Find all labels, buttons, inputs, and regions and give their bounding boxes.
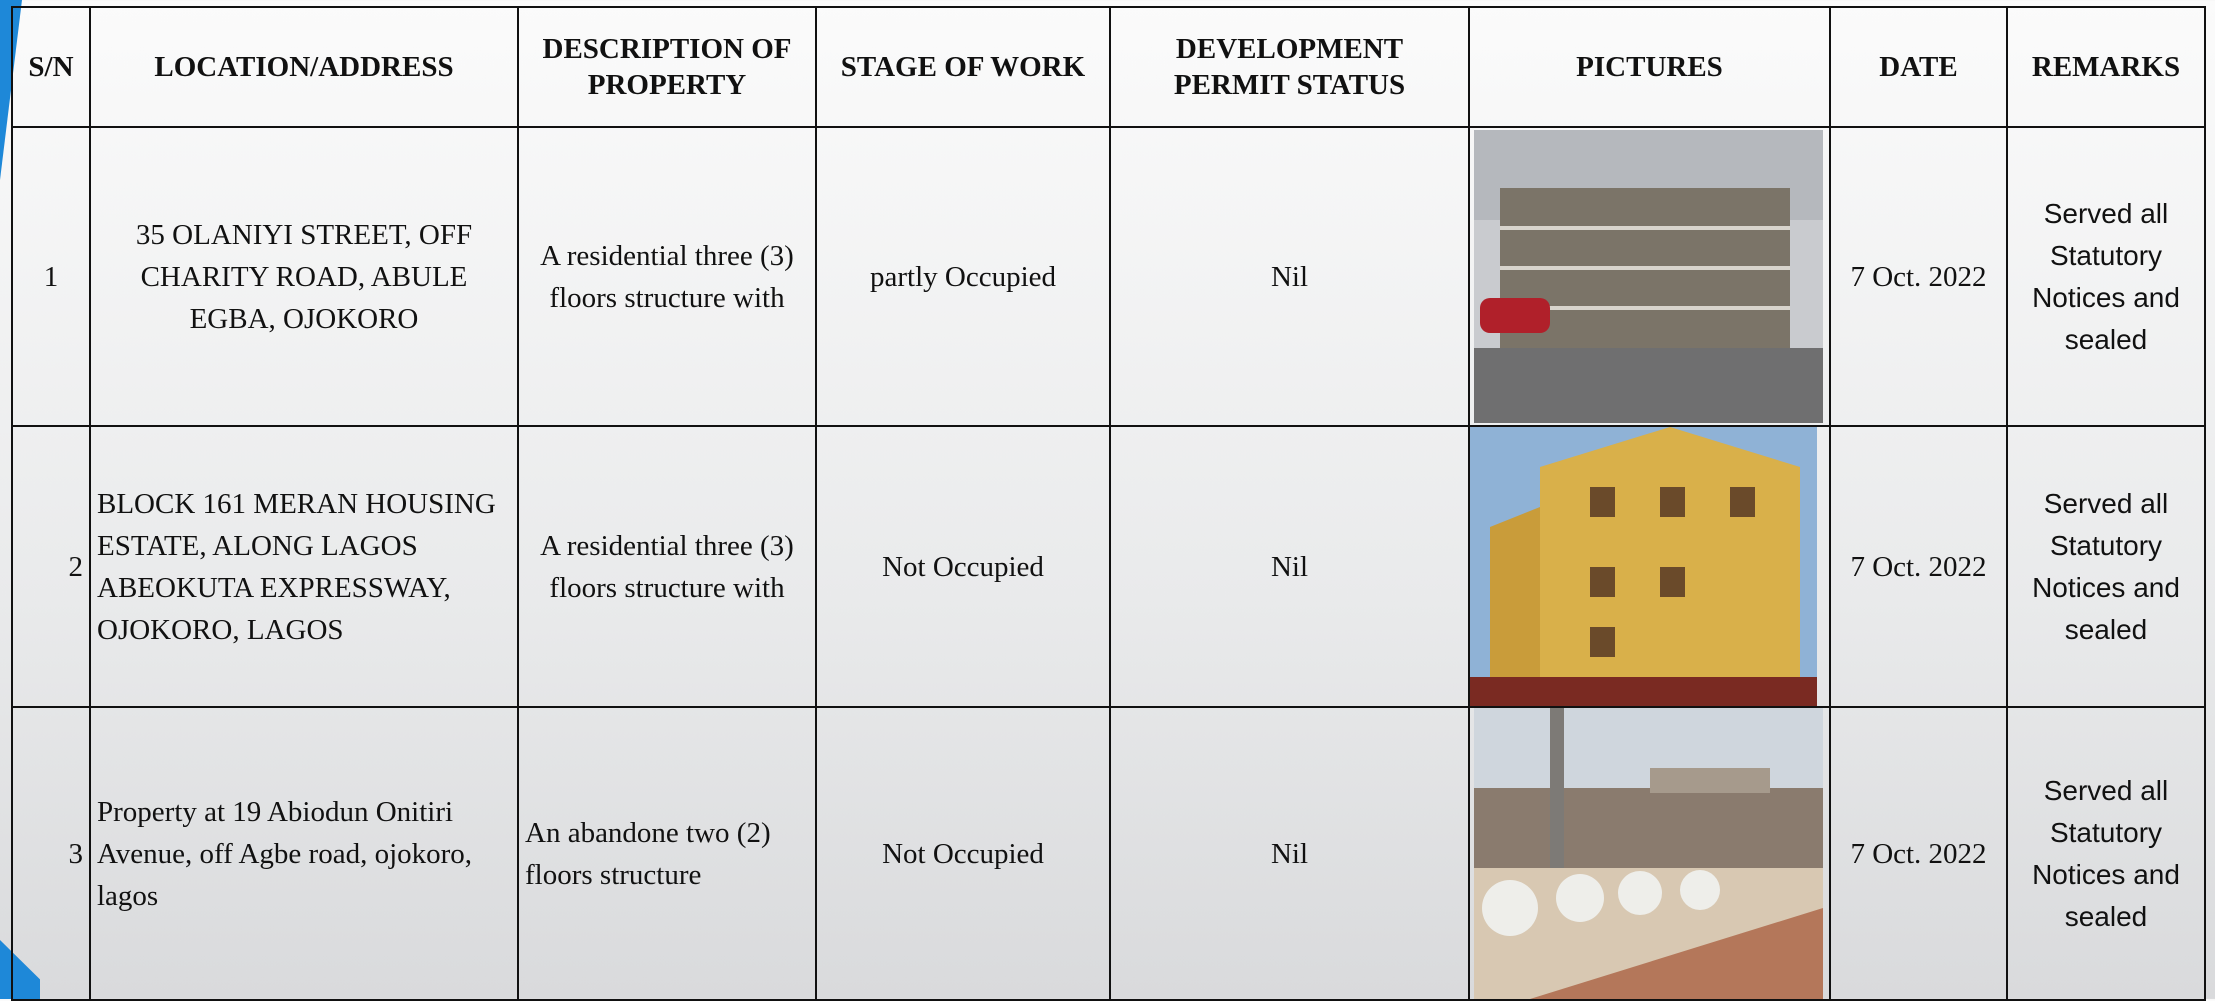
permit: Nil xyxy=(1109,126,1470,427)
picture xyxy=(1468,706,1831,1001)
sn: 2 xyxy=(11,425,91,708)
date: 7 Oct. 2022 xyxy=(1829,425,2008,708)
header-cell: DEVELOPMENT PERMIT STATUS xyxy=(1109,6,1470,128)
stage: Not Occupied xyxy=(815,425,1111,708)
description: A residential three (3) floors structure… xyxy=(517,126,817,427)
row: 2 BLOCK 161 MERAN HOUSING ESTATE, ALONG … xyxy=(11,425,2206,708)
permit: Nil xyxy=(1109,706,1470,1001)
header-row: S/N LOCATION/ADDRESS DESCRIPTION OF PROP… xyxy=(11,6,2206,128)
header-cell: DATE xyxy=(1829,6,2008,128)
photo xyxy=(1471,428,1817,705)
sn: 3 xyxy=(11,706,91,1001)
date: 7 Oct. 2022 xyxy=(1829,706,2008,1001)
row: 3 Property at 19 Abiodun Onitiri Avenue,… xyxy=(11,706,2206,1001)
permit: Nil xyxy=(1109,425,1470,708)
remarks: Served all Statutory Notices and sealed xyxy=(2006,425,2206,708)
location: 35 OLANIYI STREET, OFF CHARITY ROAD, ABU… xyxy=(89,126,519,427)
picture xyxy=(1468,126,1831,427)
photo xyxy=(1474,709,1823,998)
property-table: S/N LOCATION/ADDRESS DESCRIPTION OF PROP… xyxy=(11,6,2206,1001)
header-cell: LOCATION/ADDRESS xyxy=(89,6,519,128)
header-cell: PICTURES xyxy=(1468,6,1831,128)
sn: 1 xyxy=(11,126,91,427)
location: BLOCK 161 MERAN HOUSING ESTATE, ALONG LA… xyxy=(89,425,519,708)
description: A residential three (3) floors structure… xyxy=(517,425,817,708)
remarks: Served all Statutory Notices and sealed xyxy=(2006,126,2206,427)
location: Property at 19 Abiodun Onitiri Avenue, o… xyxy=(89,706,519,1001)
description: An abandone two (2) floors structure xyxy=(517,706,817,1001)
date: 7 Oct. 2022 xyxy=(1829,126,2008,427)
header-cell: STAGE OF WORK xyxy=(815,6,1111,128)
header-cell: DESCRIPTION OF PROPERTY xyxy=(517,6,817,128)
header-cell: S/N xyxy=(11,6,91,128)
header-cell: REMARKS xyxy=(2006,6,2206,128)
picture xyxy=(1468,425,1831,708)
stage: partly Occupied xyxy=(815,126,1111,427)
row: 1 35 OLANIYI STREET, OFF CHARITY ROAD, A… xyxy=(11,126,2206,427)
stage: Not Occupied xyxy=(815,706,1111,1001)
photo xyxy=(1474,130,1823,423)
remarks: Served all Statutory Notices and sealed xyxy=(2006,706,2206,1001)
